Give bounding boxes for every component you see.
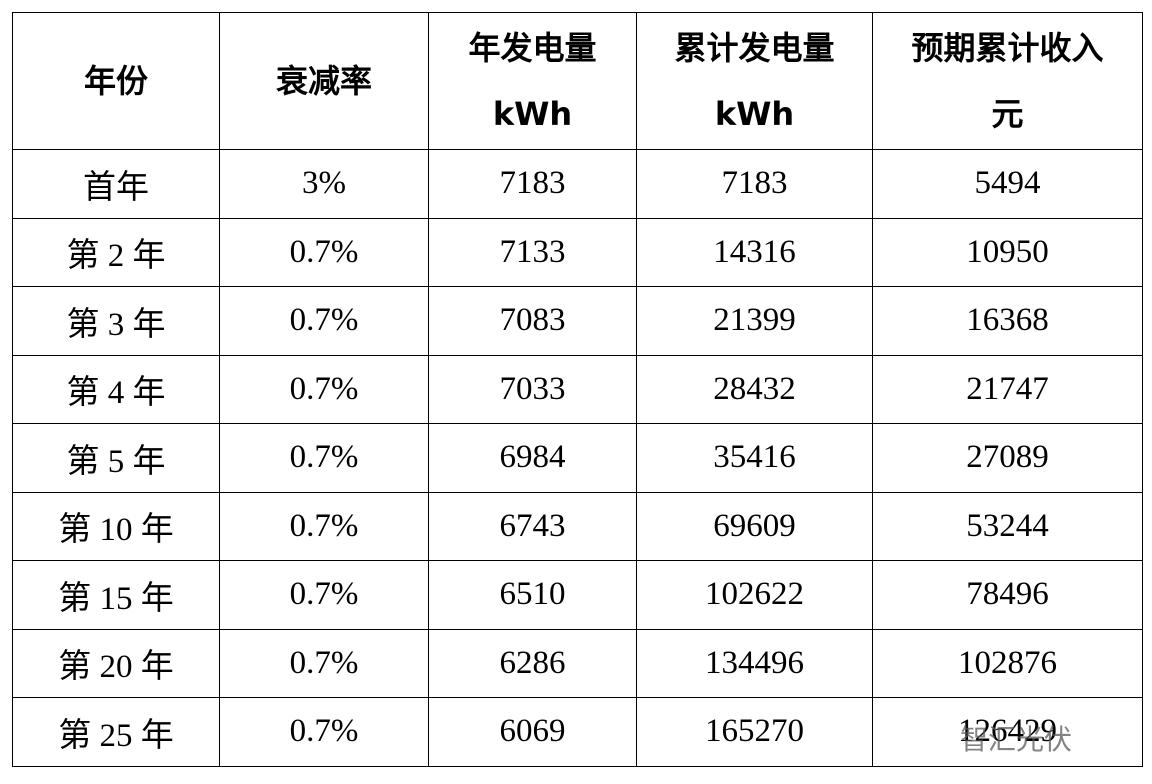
table-cell: 134496	[636, 628, 873, 698]
data-table: 年份 衰减率 年发电量 kWh 累计发电量 kWh 预期累计收入元 首年 3% 7183 7183…	[12, 12, 1143, 767]
header-cell: 预期累计收入元	[872, 12, 1143, 150]
table-cell: 27089	[872, 423, 1143, 493]
table-row: 第 2 年 0.7% 7133 14316 10950	[12, 217, 1143, 287]
table-row: 第 4 年 0.7% 7033 28432 21747	[12, 354, 1143, 424]
table-cell: 第 3 年	[12, 286, 220, 356]
table-cell: 5494	[872, 149, 1143, 219]
table-cell: 6510	[428, 560, 637, 630]
header-cell: 年发电量 kWh	[428, 12, 637, 150]
table-row: 第 10 年 0.7% 6743 69609 53244	[12, 491, 1143, 561]
header-cell: 累计发电量 kWh	[636, 12, 873, 150]
table-cell: 69609	[636, 491, 873, 561]
table-row: 首年 3% 7183 7183 5494	[12, 149, 1143, 219]
table-cell: 53244	[872, 491, 1143, 561]
header-line: 年发电量	[468, 29, 597, 67]
table-cell: 6984	[428, 423, 637, 493]
table-cell: 第 25 年	[12, 697, 220, 767]
table-cell: 10950	[872, 217, 1143, 287]
table-cell: 第 10 年	[12, 491, 220, 561]
watermark: 智汇光伏	[960, 723, 1073, 756]
table-cell: 第 4 年	[12, 354, 220, 424]
table-cell: 0.7%	[219, 217, 429, 287]
table-cell: 7083	[428, 286, 637, 356]
table-cell: 78496	[872, 560, 1143, 630]
table-cell: 首年	[12, 149, 220, 219]
table-cell: 7133	[428, 217, 637, 287]
table-cell: 102876	[872, 628, 1143, 698]
table-cell: 6743	[428, 491, 637, 561]
table-row: 第 25 年 0.7% 6069 165270 126429	[12, 697, 1143, 767]
header-line: 元	[991, 95, 1024, 133]
table-cell: 0.7%	[219, 628, 429, 698]
table-cell: 0.7%	[219, 354, 429, 424]
table-row: 第 15 年 0.7% 6510 102622 78496	[12, 560, 1143, 630]
table-row: 第 3 年 0.7% 7083 21399 16368	[12, 286, 1143, 356]
table-cell: 7183	[428, 149, 637, 219]
table-cell: 0.7%	[219, 697, 429, 767]
table-row: 第 20 年 0.7% 6286 134496 102876	[12, 628, 1143, 698]
table-cell: 0.7%	[219, 423, 429, 493]
table-cell: 28432	[636, 354, 873, 424]
table-cell: 0.7%	[219, 286, 429, 356]
table-cell: 16368	[872, 286, 1143, 356]
header-line: 衰减率	[275, 62, 372, 100]
table-cell: 6286	[428, 628, 637, 698]
header-line: 累计发电量	[674, 29, 835, 67]
table-cell: 第 2 年	[12, 217, 220, 287]
table-cell: 第 20 年	[12, 628, 220, 698]
header-line: kWh	[714, 95, 795, 133]
table-row: 第 5 年 0.7% 6984 35416 27089	[12, 423, 1143, 493]
table-cell: 0.7%	[219, 491, 429, 561]
table-body: 首年 3% 7183 7183 5494 第 2 年 0.7% 7133 14316 10950 第…	[12, 149, 1143, 767]
table-cell: 0.7%	[219, 560, 429, 630]
header-row: 年份 衰减率 年发电量 kWh 累计发电量 kWh 预期累计收入元	[12, 12, 1143, 150]
table-cell: 3%	[219, 149, 429, 219]
table-cell: 102622	[636, 560, 873, 630]
header-line: kWh	[492, 95, 573, 133]
header-line: 预期累计收入	[911, 29, 1104, 67]
table-cell: 第 15 年	[12, 560, 220, 630]
table-cell: 14316	[636, 217, 873, 287]
table-cell: 21399	[636, 286, 873, 356]
table-cell: 6069	[428, 697, 637, 767]
table-cell: 7183	[636, 149, 873, 219]
table-cell: 21747	[872, 354, 1143, 424]
table-cell: 35416	[636, 423, 873, 493]
header-cell: 衰减率	[219, 12, 429, 150]
table-cell: 第 5 年	[12, 423, 220, 493]
table-cell: 165270	[636, 697, 873, 767]
header-cell: 年份	[12, 12, 220, 150]
table-cell: 126429	[872, 697, 1143, 767]
table-cell: 7033	[428, 354, 637, 424]
header-line: 年份	[83, 62, 148, 100]
